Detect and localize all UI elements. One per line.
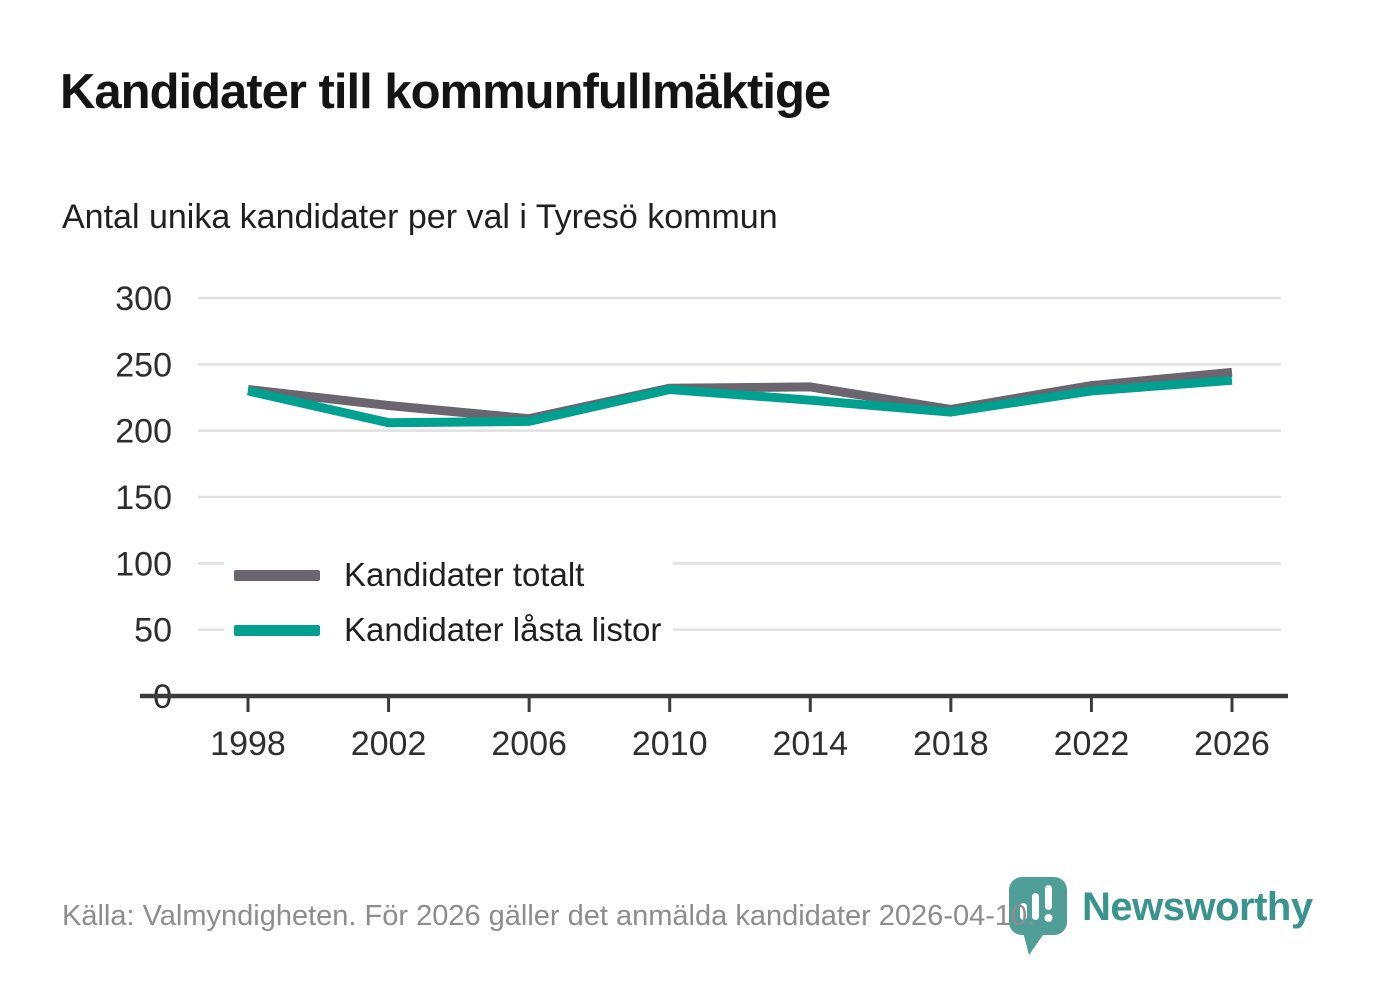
y-tick-label-50: 50: [134, 612, 172, 650]
x-tick-label-2010: 2010: [632, 725, 708, 763]
chart-subtitle: Antal unika kandidater per val i Tyresö …: [62, 198, 778, 236]
chart-legend: Kandidater totalt Kandidater låsta listo…: [224, 548, 674, 659]
legend-swatch-totalt: [234, 569, 320, 581]
x-tick-label-2018: 2018: [913, 725, 989, 763]
series-line-1: [247, 375, 1233, 428]
y-tick-label-100: 100: [115, 545, 172, 583]
x-tick-label-2006: 2006: [491, 725, 567, 763]
x-tick-label-2022: 2022: [1054, 725, 1130, 763]
y-tick-label-250: 250: [115, 346, 172, 384]
legend-item-lasta-listor: Kandidater låsta listor: [234, 611, 661, 649]
newsworthy-wordmark: Newsworthy: [1082, 885, 1313, 929]
source-note: Källa: Valmyndigheten. För 2026 gäller d…: [62, 900, 1036, 932]
bar-chart-pin-icon: [1009, 877, 1067, 955]
x-tick-label-2026: 2026: [1194, 725, 1270, 763]
legend-item-totalt: Kandidater totalt: [234, 556, 661, 594]
y-tick-label-150: 150: [115, 479, 172, 517]
chart-title: Kandidater till kommunfullmäktige: [60, 65, 831, 119]
legend-label-totalt: Kandidater totalt: [344, 556, 585, 593]
x-tick-label-1998: 1998: [210, 725, 286, 763]
legend-label-lasta-listor: Kandidater låsta listor: [344, 611, 662, 648]
legend-swatch-lasta-listor: [234, 624, 320, 636]
x-tick-label-2002: 2002: [351, 725, 427, 763]
y-tick-label-300: 300: [115, 280, 172, 318]
y-tick-label-200: 200: [115, 413, 172, 451]
x-tick-label-2014: 2014: [772, 725, 848, 763]
series-line-0: [247, 367, 1233, 424]
newsworthy-logo: Newsworthy: [1008, 876, 1313, 958]
